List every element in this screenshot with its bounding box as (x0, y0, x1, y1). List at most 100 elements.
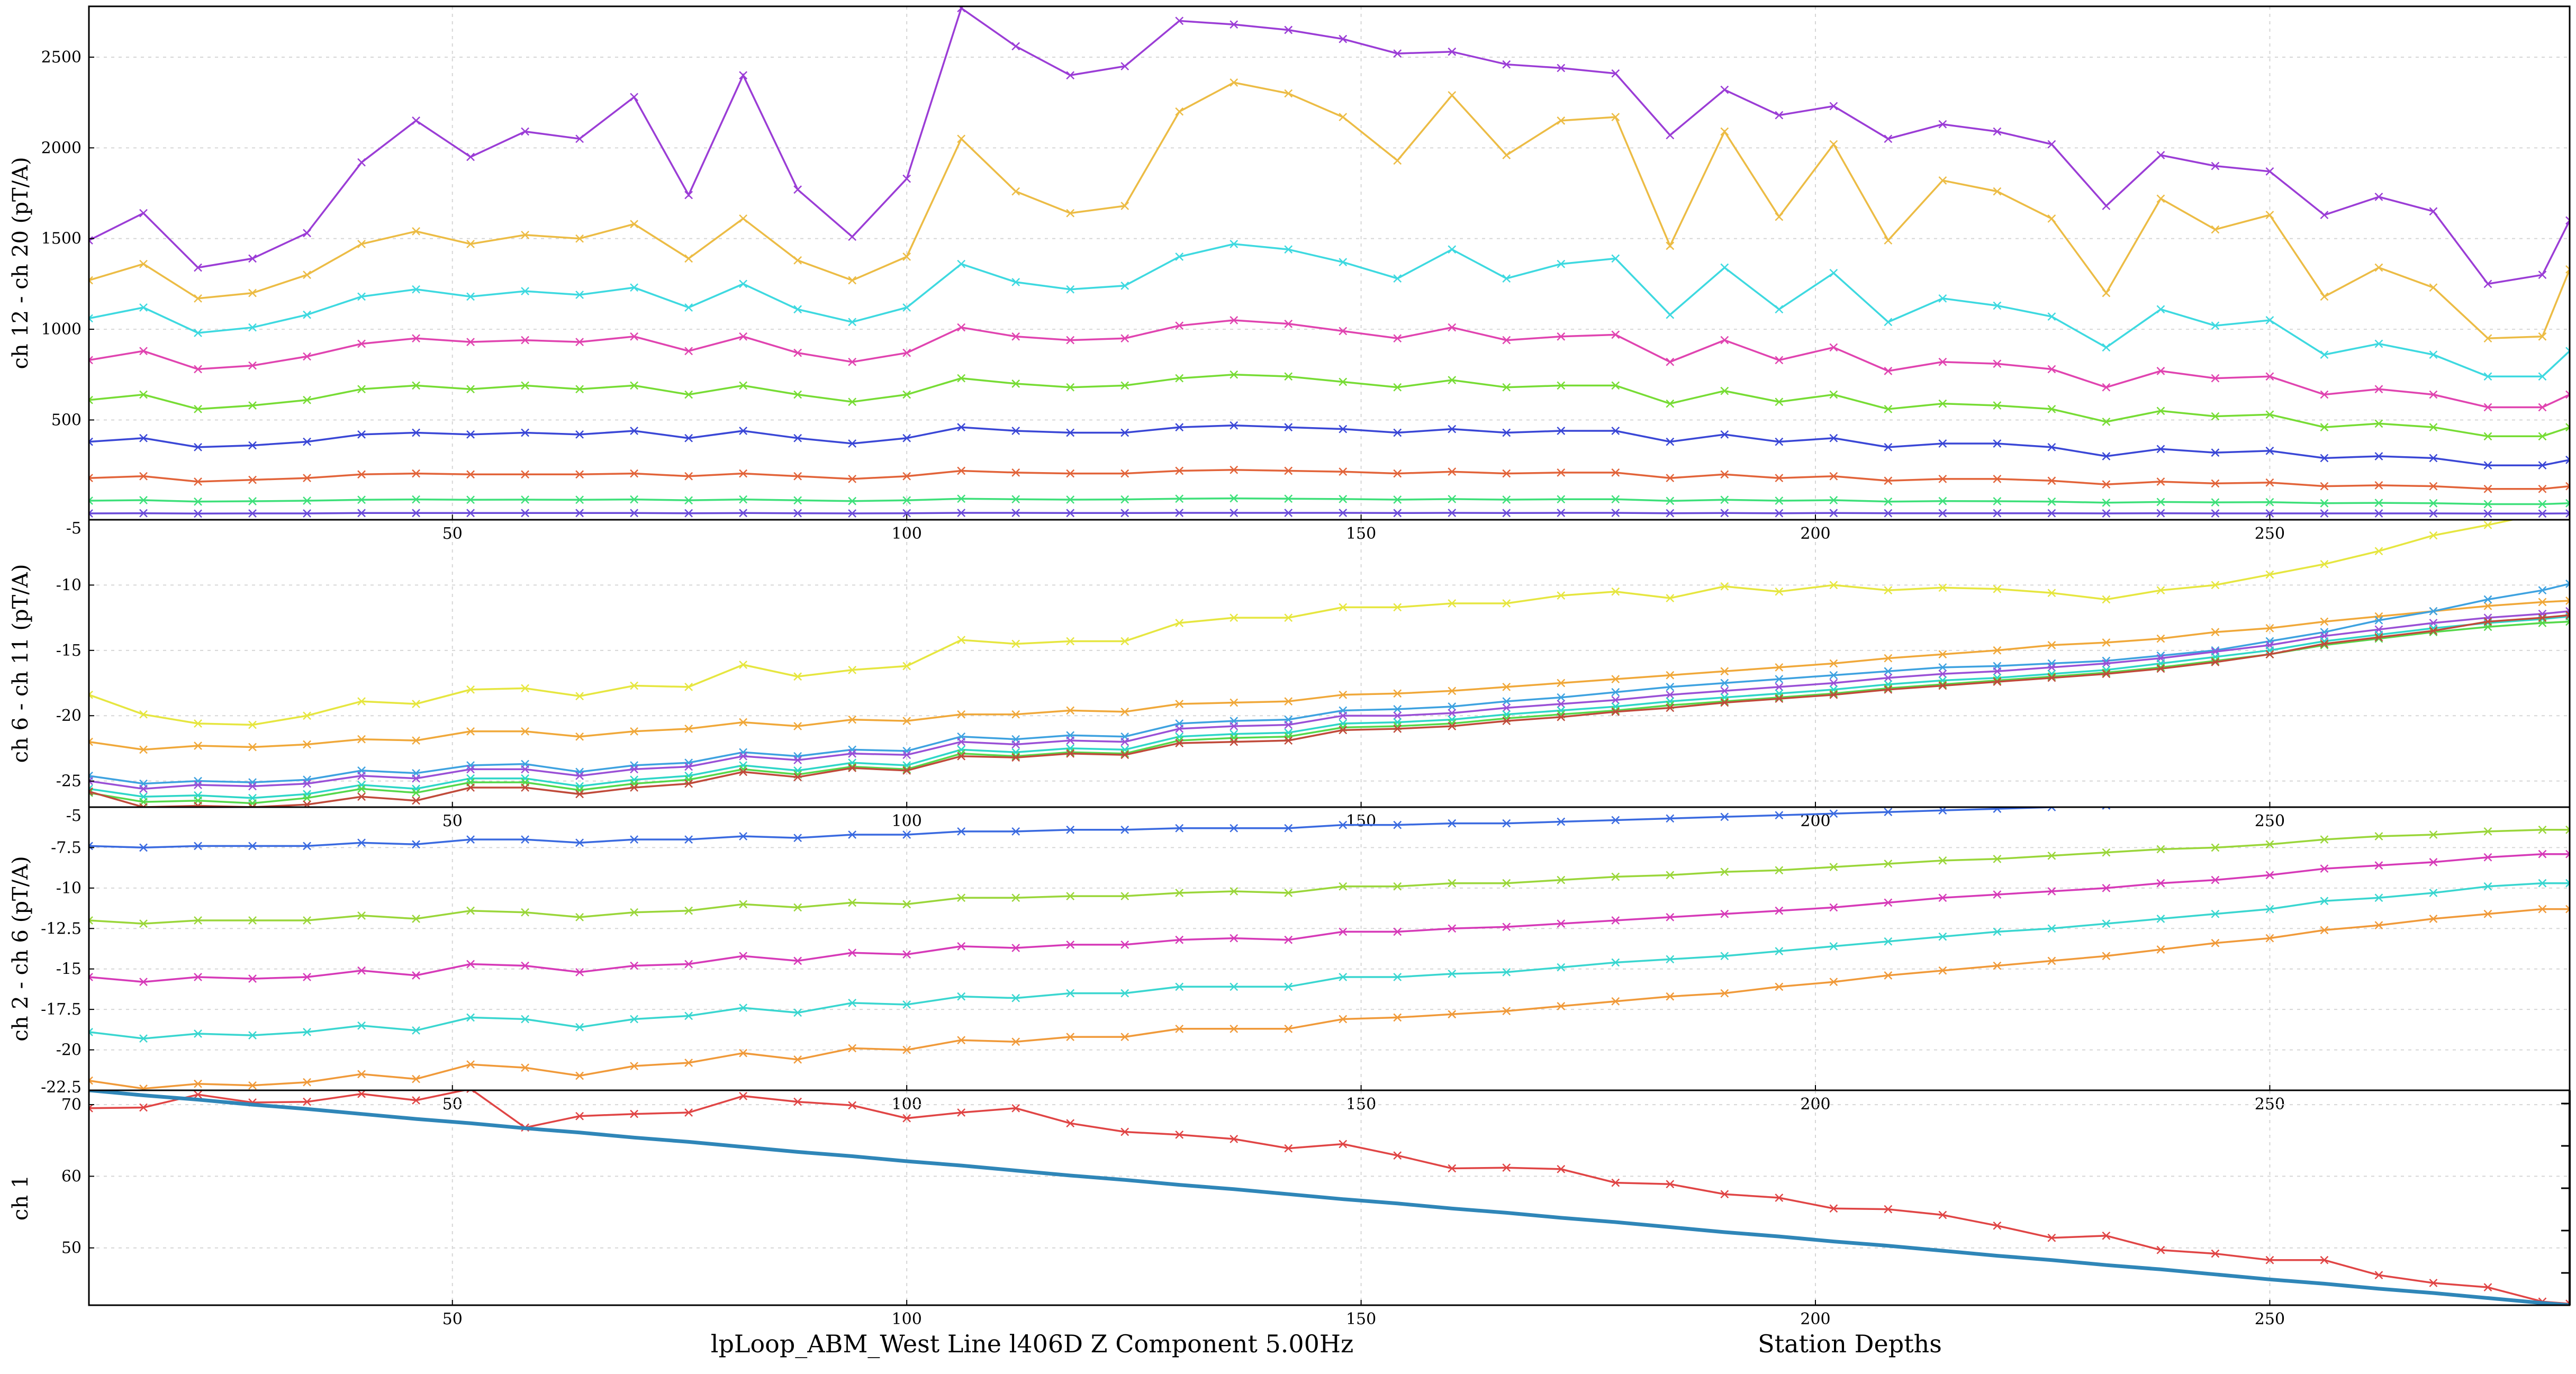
series-point (248, 323, 257, 332)
series-point (1993, 301, 2002, 310)
panels-group: 50 100 150 200 250 500 1000 1500 2000 2500 ch 12 -… (8, 5, 2571, 1328)
series-point (1339, 509, 1348, 517)
series-point (139, 803, 148, 807)
series-point (684, 683, 693, 691)
series-point (2565, 1299, 2570, 1305)
series-point (2156, 367, 2165, 375)
series-point (1393, 725, 1402, 733)
series-point (793, 1008, 802, 1017)
series-point (684, 390, 693, 399)
series-point (630, 779, 638, 788)
series-point (1393, 1013, 1402, 1022)
series-point (1339, 258, 1348, 267)
series-point (139, 710, 148, 719)
series-point (2102, 952, 2111, 961)
series-point (1884, 318, 1893, 327)
series-point (357, 495, 366, 504)
series-point (2156, 586, 2165, 595)
series-point (1339, 327, 1348, 336)
series-point (1011, 639, 1020, 648)
series-point (1775, 947, 1784, 955)
series-point (2156, 509, 2165, 518)
series-point (2483, 619, 2492, 627)
series-point (248, 743, 257, 752)
series-point (1120, 989, 1129, 998)
series-point (902, 496, 911, 505)
series-point (248, 288, 257, 297)
series-point (739, 718, 748, 727)
series-point (139, 1084, 148, 1090)
series-point (1120, 62, 1129, 70)
y-tick-label: -7.5 (51, 838, 82, 857)
series-point (1284, 466, 1293, 475)
series-point (1066, 989, 1075, 998)
series-point (2565, 499, 2570, 508)
series-point (1448, 722, 1457, 730)
series-point (739, 381, 748, 390)
series-point (139, 745, 148, 754)
series-point (1011, 42, 1020, 51)
series-point (1011, 753, 1020, 762)
series-point (1775, 663, 1784, 672)
series-point (848, 764, 857, 772)
series-point (303, 509, 311, 518)
series-point (848, 999, 857, 1007)
series-point (630, 765, 638, 774)
series-point (357, 966, 366, 975)
series-point (2483, 461, 2492, 470)
series-point (412, 736, 420, 745)
series-point (2102, 288, 2111, 297)
series-point (793, 496, 802, 505)
series-point (2565, 509, 2570, 518)
series-point (575, 470, 584, 479)
series-point (1720, 582, 1729, 591)
series-point (521, 381, 529, 390)
series-point (1120, 381, 1129, 390)
series-point (2047, 851, 2056, 860)
series-point (248, 401, 257, 410)
series-point (1502, 428, 1511, 437)
series-point (1066, 736, 1075, 745)
series-point (1284, 423, 1293, 432)
series-point (1938, 650, 1947, 659)
series-point (1066, 1033, 1075, 1041)
series-point (2483, 827, 2492, 836)
series-point (793, 672, 802, 681)
series-point (630, 1062, 638, 1071)
series-point (1666, 992, 1675, 1001)
series-point (2374, 547, 2383, 556)
series-point (1120, 637, 1129, 646)
series-point (1611, 872, 1620, 881)
panel-4: 50 100 150 200 250 50 60 70 ch 1 (8, 1089, 2571, 1328)
series-point (1393, 156, 1402, 165)
series-point (575, 1111, 584, 1120)
series-point (1775, 474, 1784, 483)
series-point (2320, 211, 2329, 220)
series-point (357, 240, 366, 248)
series-point (1502, 274, 1511, 283)
series-point (248, 974, 257, 983)
series-point (2565, 580, 2570, 588)
series-point (2374, 339, 2383, 348)
series-point (89, 276, 93, 285)
series-point (1339, 495, 1348, 503)
series-point (630, 283, 638, 292)
y-tick-label: 1000 (41, 320, 82, 339)
series-point (1284, 720, 1293, 729)
series-point (466, 765, 475, 774)
series-point (1448, 376, 1457, 384)
series-point (1666, 474, 1675, 483)
series-point (2047, 589, 2056, 598)
series-point (521, 495, 529, 504)
series-point (1230, 421, 1239, 430)
series-point (902, 830, 911, 839)
series-point (1066, 748, 1075, 757)
series-point (89, 474, 93, 483)
series-point (1120, 202, 1129, 210)
series-point (357, 911, 366, 920)
series-point (2565, 825, 2570, 834)
series-point (89, 1076, 93, 1085)
series-point (466, 1013, 475, 1022)
series-point (2265, 410, 2274, 419)
